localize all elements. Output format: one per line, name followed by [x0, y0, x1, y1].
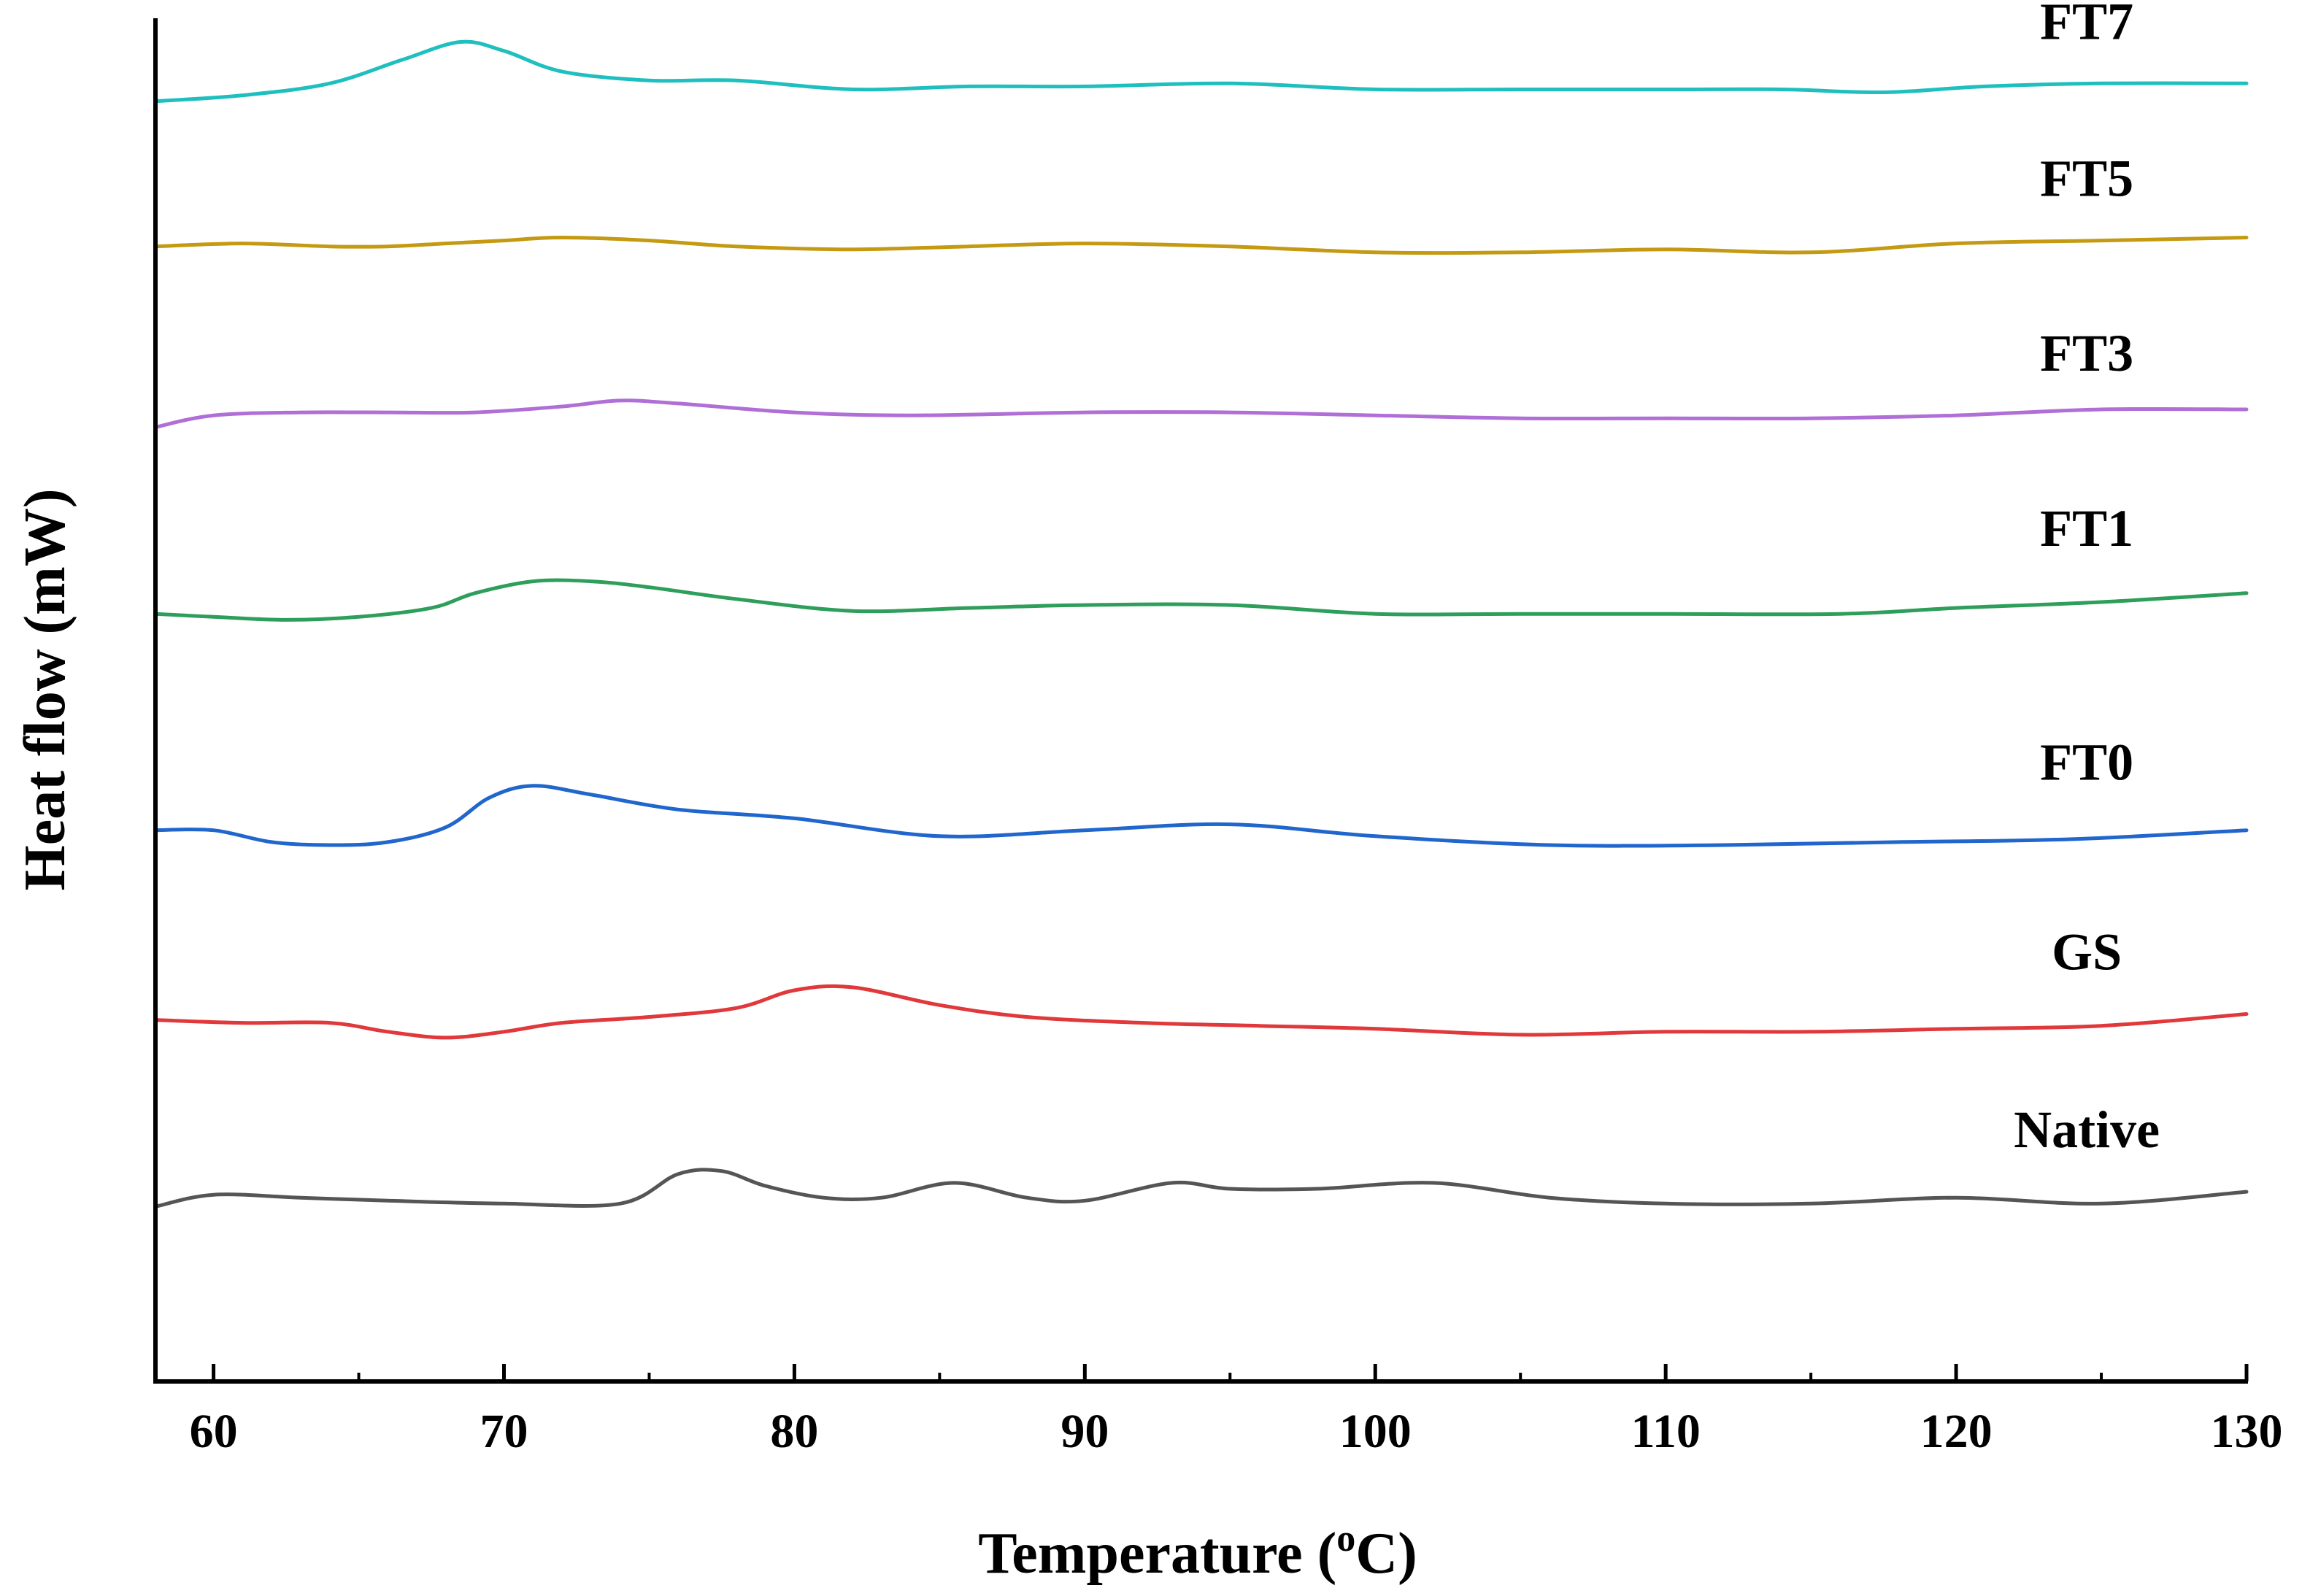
series-label-ft1: FT1 [2040, 499, 2133, 558]
x-tick-label-70: 70 [480, 1405, 528, 1458]
x-tick-label-80: 80 [770, 1405, 818, 1458]
series-line-ft0 [153, 784, 2249, 848]
x-tick-label-120: 120 [1920, 1405, 1993, 1458]
series-line-gs [153, 984, 2249, 1040]
series-label-layer: FT7 FT5 FT3 FT1 FT0 GS Native [2014, 0, 2160, 1159]
x-tick-label-90: 90 [1060, 1405, 1109, 1458]
x-tick-label-110: 110 [1631, 1405, 1700, 1458]
series-line-ft5 [153, 236, 2249, 255]
series-layer [153, 39, 2249, 1208]
series-label-ft5: FT5 [2040, 150, 2133, 208]
x-axis-title-superscript: o [1336, 1518, 1355, 1560]
series-label-ft7: FT7 [2040, 0, 2133, 50]
series-line-ft7 [153, 39, 2249, 104]
x-tick-label-100: 100 [1339, 1405, 1412, 1458]
series-line-ft1 [153, 578, 2249, 622]
series-label-ft0: FT0 [2040, 733, 2133, 792]
x-tick-label-60: 60 [190, 1405, 238, 1458]
series-line-ft3 [153, 398, 2249, 429]
axes [153, 18, 2248, 1384]
x-tick-layer: 60 70 80 90 100 110 120 130 [190, 1364, 2283, 1458]
x-axis-title: Temperature (oC) [978, 1518, 1417, 1586]
x-tick-label-130: 130 [2211, 1405, 2283, 1458]
series-label-ft3: FT3 [2040, 324, 2133, 382]
y-axis-title: Heat flow (mW) [13, 489, 77, 891]
series-line-native [153, 1168, 2249, 1208]
series-label-native: Native [2014, 1100, 2160, 1159]
series-label-gs: GS [2052, 923, 2122, 982]
